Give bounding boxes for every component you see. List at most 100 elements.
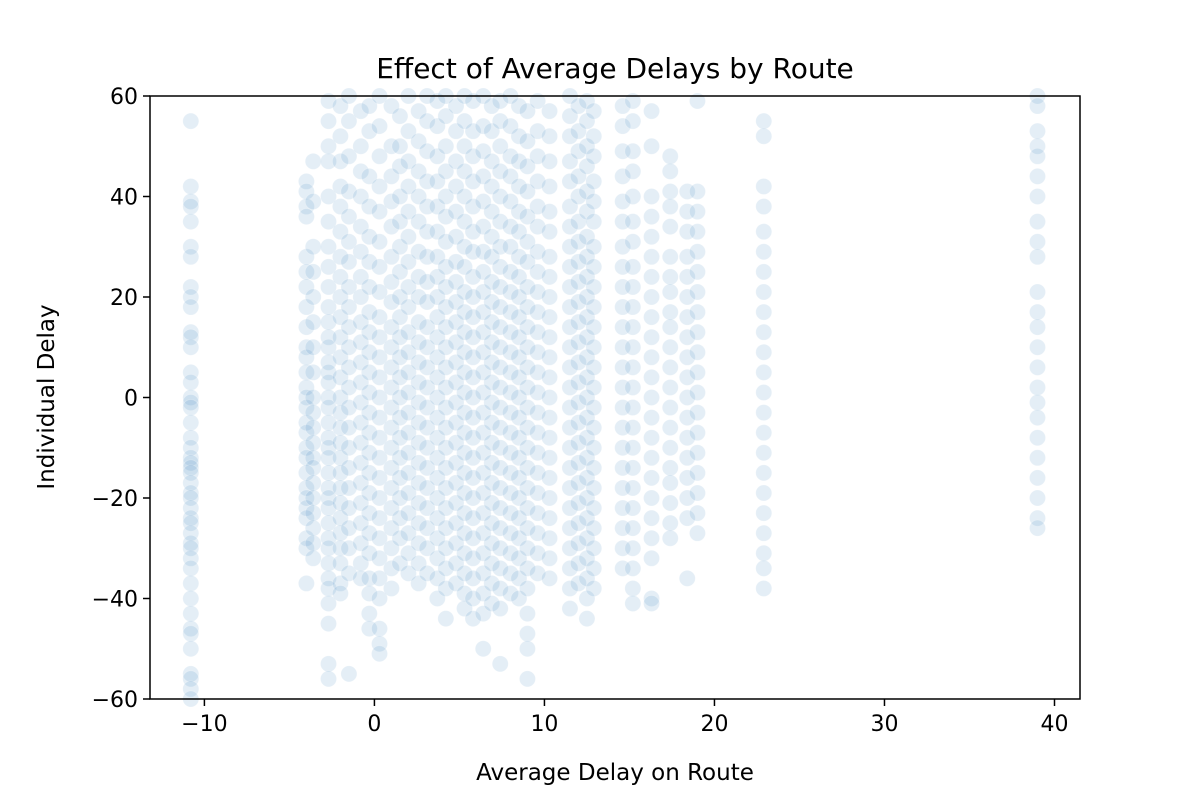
data-point bbox=[371, 233, 388, 251]
data-point bbox=[410, 213, 428, 231]
data-point bbox=[585, 419, 603, 437]
data-point bbox=[661, 338, 679, 356]
data-point bbox=[541, 368, 558, 386]
data-point bbox=[491, 439, 509, 457]
data-point bbox=[352, 188, 370, 205]
data-point bbox=[578, 137, 596, 155]
data-point bbox=[510, 449, 528, 467]
data-point bbox=[585, 298, 603, 316]
data-point bbox=[298, 173, 315, 190]
data-point bbox=[428, 409, 446, 427]
data-point bbox=[304, 313, 322, 331]
data-point bbox=[410, 414, 428, 432]
data-point bbox=[456, 283, 473, 301]
data-point bbox=[456, 585, 473, 602]
data-point bbox=[1029, 303, 1046, 321]
data-point bbox=[400, 504, 417, 522]
data-point bbox=[304, 489, 322, 507]
data-point bbox=[304, 449, 322, 467]
data-point bbox=[383, 97, 400, 115]
data-point bbox=[304, 152, 322, 170]
data-point bbox=[456, 303, 473, 321]
data-point bbox=[661, 318, 679, 336]
data-point bbox=[491, 188, 509, 205]
data-point bbox=[437, 610, 455, 627]
data-point bbox=[541, 529, 558, 547]
data-point bbox=[391, 188, 409, 205]
data-point bbox=[519, 519, 536, 537]
data-point bbox=[371, 509, 388, 527]
data-point bbox=[428, 590, 446, 607]
data-point bbox=[182, 680, 200, 698]
data-point bbox=[400, 323, 417, 341]
data-point bbox=[491, 358, 509, 376]
data-point bbox=[456, 504, 473, 522]
data-point bbox=[483, 313, 501, 331]
points-layer bbox=[182, 87, 1046, 708]
data-point bbox=[678, 288, 696, 306]
data-point bbox=[182, 484, 200, 502]
data-point bbox=[182, 670, 200, 688]
data-point bbox=[585, 127, 603, 145]
data-point bbox=[391, 348, 409, 366]
data-point bbox=[340, 539, 358, 557]
data-point bbox=[519, 559, 536, 577]
data-point bbox=[332, 419, 349, 437]
data-point bbox=[661, 198, 679, 215]
data-point bbox=[502, 585, 519, 602]
data-point bbox=[491, 338, 509, 356]
data-point bbox=[360, 278, 378, 296]
data-point bbox=[428, 389, 446, 406]
data-point bbox=[464, 389, 482, 406]
data-point bbox=[464, 489, 482, 507]
data-point bbox=[464, 92, 482, 110]
y-tick-label: −20 bbox=[92, 487, 138, 512]
data-point bbox=[391, 288, 409, 306]
data-point bbox=[437, 278, 455, 296]
data-point bbox=[529, 484, 547, 502]
data-point bbox=[561, 278, 579, 296]
data-point bbox=[510, 328, 528, 346]
data-point bbox=[614, 459, 632, 477]
data-point bbox=[578, 529, 596, 547]
data-point bbox=[614, 238, 632, 256]
data-point bbox=[320, 137, 337, 155]
data-point bbox=[360, 97, 378, 115]
data-point bbox=[570, 313, 587, 331]
data-point bbox=[541, 348, 558, 366]
data-point bbox=[298, 278, 315, 296]
data-point bbox=[371, 590, 388, 607]
data-point bbox=[410, 188, 428, 205]
data-point bbox=[529, 424, 547, 442]
data-point bbox=[298, 449, 315, 467]
data-point bbox=[541, 389, 558, 406]
data-point bbox=[332, 479, 349, 497]
data-point bbox=[570, 494, 587, 512]
data-point bbox=[474, 167, 492, 185]
data-point bbox=[519, 580, 536, 597]
data-point bbox=[383, 167, 400, 185]
data-point bbox=[510, 248, 528, 266]
data-point bbox=[614, 479, 632, 497]
data-point bbox=[614, 142, 632, 160]
data-point bbox=[391, 157, 409, 175]
data-point bbox=[483, 534, 501, 552]
data-point bbox=[447, 353, 465, 371]
data-point bbox=[304, 534, 322, 552]
data-point bbox=[182, 374, 200, 391]
data-point bbox=[510, 469, 528, 487]
data-point bbox=[332, 404, 349, 421]
data-point bbox=[332, 152, 349, 170]
data-point bbox=[570, 454, 587, 472]
x-tick-label: 30 bbox=[870, 712, 898, 737]
data-point bbox=[400, 203, 417, 220]
data-point bbox=[502, 283, 519, 301]
data-point bbox=[502, 564, 519, 582]
data-point bbox=[529, 263, 547, 281]
data-point bbox=[464, 570, 482, 587]
data-point bbox=[447, 454, 465, 472]
data-point bbox=[391, 238, 409, 256]
data-point bbox=[661, 303, 679, 321]
data-point bbox=[437, 208, 455, 226]
data-point bbox=[437, 499, 455, 517]
